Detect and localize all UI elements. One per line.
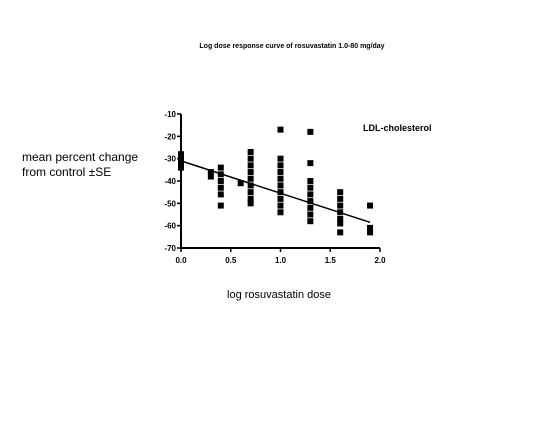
data-point (247, 200, 254, 207)
y-tick-label: -40 (164, 177, 176, 186)
data-point (217, 184, 224, 191)
x-tick-label: 0.5 (225, 256, 237, 265)
x-tick-label: 0.0 (175, 256, 187, 265)
data-point (247, 162, 254, 169)
data-point (277, 195, 284, 202)
data-point (237, 180, 244, 187)
data-point (337, 195, 344, 202)
data-point (337, 215, 344, 222)
data-point (277, 155, 284, 162)
data-point (337, 229, 344, 236)
data-point (307, 211, 314, 218)
data-point (277, 182, 284, 189)
data-point (367, 224, 374, 231)
data-point (367, 202, 374, 209)
data-point (307, 178, 314, 184)
data-point (178, 151, 184, 158)
y-tick-label: -30 (164, 155, 176, 164)
x-tick-label: 1.5 (325, 256, 337, 265)
data-point (277, 175, 284, 182)
data-point (277, 169, 284, 176)
data-point (178, 160, 184, 167)
data-point (247, 175, 254, 182)
data-point (337, 209, 344, 216)
data-point (337, 220, 344, 227)
series-annotation-label: LDL-cholesterol (363, 123, 432, 133)
data-point (247, 169, 254, 176)
data-point (367, 229, 374, 236)
data-point (307, 184, 314, 191)
data-point (307, 191, 314, 198)
y-axis: -10 -20 -30 -40 -50 -60 -70 (164, 110, 182, 253)
data-point (277, 202, 284, 209)
x-tick-label: 1.0 (275, 256, 287, 265)
y-axis-label-line-1: mean percent change (22, 150, 138, 164)
data-point (277, 209, 284, 216)
data-point (307, 160, 314, 167)
y-tick-label: -50 (164, 199, 176, 208)
data-point (277, 126, 284, 133)
y-tick-label: -10 (164, 110, 176, 119)
data-point (337, 202, 344, 209)
data-point (217, 164, 224, 171)
data-point (247, 148, 254, 155)
data-point (277, 189, 284, 196)
data-point (307, 198, 314, 205)
data-point (247, 195, 254, 202)
data-point (207, 173, 214, 180)
data-point (247, 155, 254, 162)
y-tick-label: -20 (164, 132, 176, 141)
data-point (307, 128, 314, 135)
data-point (217, 171, 224, 178)
y-tick-label: -60 (164, 222, 176, 231)
data-point (178, 155, 184, 162)
data-point (247, 189, 254, 196)
x-axis: 0.0 0.5 1.0 1.5 2.0 (175, 247, 386, 265)
data-point (178, 164, 184, 171)
x-axis-label: log rosuvastatin dose (227, 289, 331, 301)
data-point (307, 204, 314, 211)
data-point (247, 182, 254, 189)
y-axis-label-line-2: from control ±SE (22, 165, 111, 179)
data-point (217, 202, 224, 209)
data-point (207, 169, 214, 176)
chart-title: Log dose response curve of rosuvastatin … (199, 43, 384, 50)
y-tick-label: -70 (164, 244, 176, 253)
data-point (277, 162, 284, 169)
data-point (217, 178, 224, 184)
data-points-group (178, 126, 374, 236)
data-point (307, 218, 314, 225)
data-point (217, 191, 224, 198)
x-tick-label: 2.0 (374, 256, 386, 265)
data-point (337, 189, 344, 196)
